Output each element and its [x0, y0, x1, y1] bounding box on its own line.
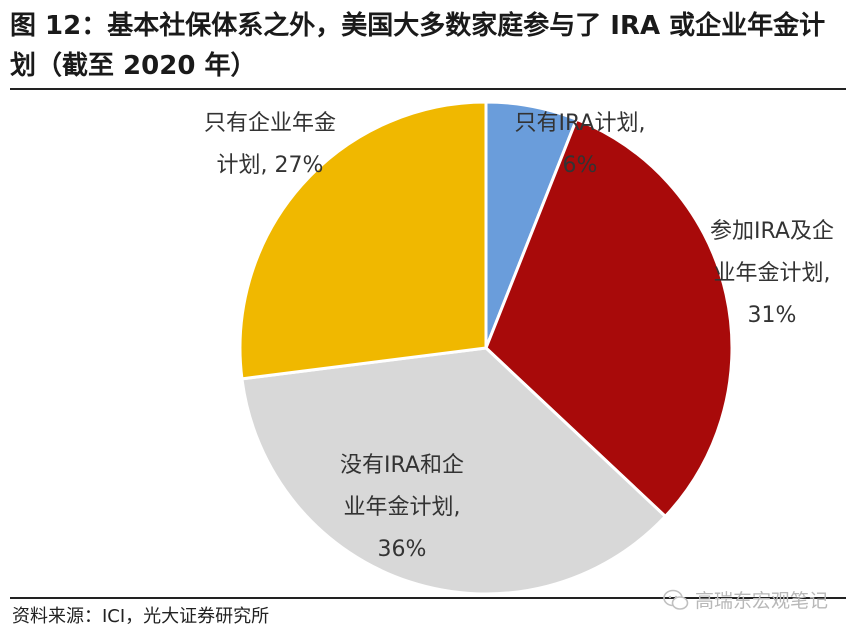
- footer-divider: [10, 597, 846, 599]
- pie-slices: [238, 100, 734, 596]
- slice-ira-and-pension: [484, 117, 734, 519]
- watermark-text: 高瑞东宏观笔记: [694, 590, 828, 612]
- slice-ira-only-label-line: 只有IRA计划,: [515, 111, 646, 136]
- slice-neither: [240, 346, 668, 596]
- slice-pension-only-label-line: 只有企业年金: [204, 111, 336, 136]
- slice-neither-label: 没有IRA和企业年金计划, 36%: [340, 453, 464, 562]
- slice-ira-only-label-line: 6%: [563, 153, 598, 178]
- chart-title: 图 12：基本社保体系之外，美国大多数家庭参与了 IRA 或企业年金计划（截至 …: [10, 11, 826, 81]
- title-divider: [10, 88, 846, 90]
- slice-ira-and-pension-label-line: 参加IRA及企: [710, 219, 834, 244]
- slice-neither-label-line: 业年金计划,: [344, 495, 461, 520]
- slice-ira-and-pension-label: 参加IRA及企业年金计划, 31%: [710, 219, 834, 328]
- slice-ira-only-label: 只有IRA计划, 6%: [515, 111, 646, 178]
- slice-ira-and-pension-label-line: 业年金计划,: [714, 261, 831, 286]
- slice-pension-only-label: 只有企业年金计划, 27%: [204, 111, 336, 178]
- slice-neither-label-line: 36%: [378, 537, 427, 562]
- slice-ira-and-pension-label-line: 31%: [748, 303, 797, 328]
- slice-pension-only-label-line: 计划, 27%: [217, 153, 324, 178]
- watermark: 高瑞东宏观笔记: [663, 586, 828, 613]
- source-note: 资料来源：ICI，光大证券研究所: [12, 606, 270, 627]
- slice-pension-only: [238, 100, 488, 381]
- slice-neither-label-line: 没有IRA和企: [340, 453, 464, 478]
- pie-labels: 只有IRA计划, 6%参加IRA及企业年金计划, 31%没有IRA和企业年金计划, 3…: [204, 111, 834, 562]
- wechat-icon: [663, 589, 689, 610]
